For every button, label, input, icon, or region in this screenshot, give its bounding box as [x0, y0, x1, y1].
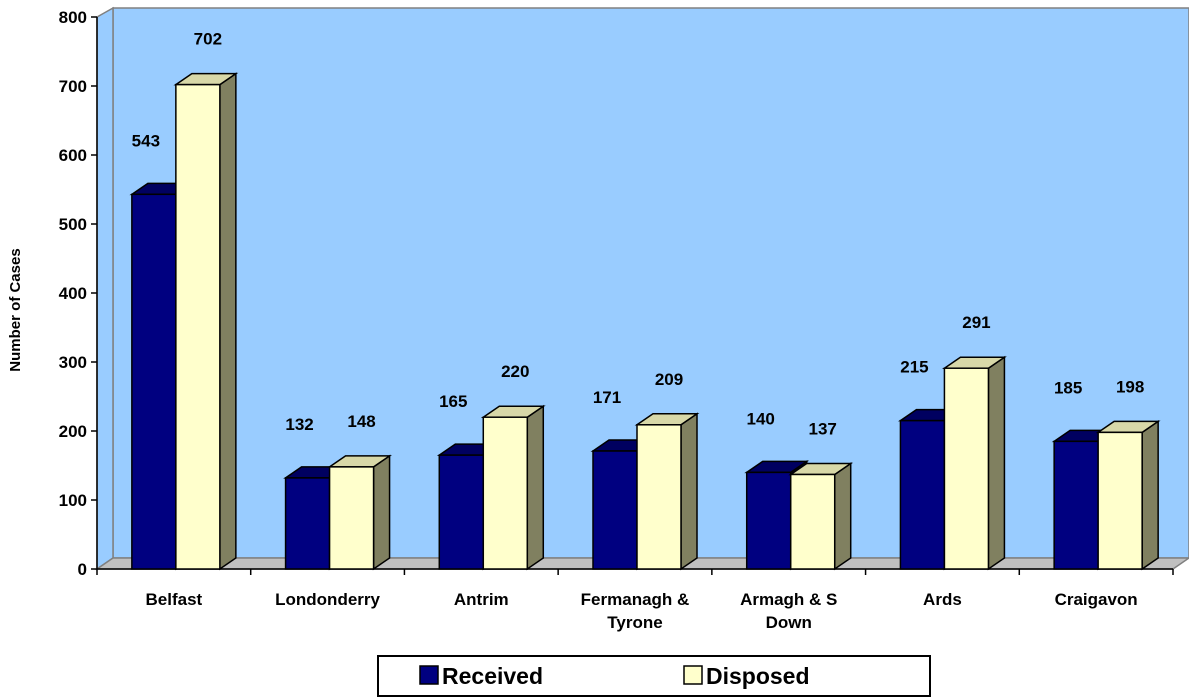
bar-front — [745, 471, 792, 570]
data-label: 209 — [655, 370, 683, 389]
y-tick-label: 600 — [59, 146, 87, 165]
x-tick-label: Londonderry — [275, 590, 380, 609]
data-label: 132 — [285, 415, 313, 434]
bar — [173, 72, 239, 571]
x-tick-label: Fermanagh & Tyrone — [581, 590, 690, 632]
data-label: 148 — [347, 412, 375, 431]
y-tick-label: 800 — [59, 8, 87, 27]
bar-side — [987, 355, 1006, 571]
data-label: 171 — [593, 388, 621, 407]
bar — [634, 412, 700, 571]
x-tick-label: Armagh & S Down — [740, 590, 837, 632]
side-wall — [96, 6, 114, 571]
bar-side — [372, 454, 391, 571]
legend: Received Disposed — [377, 655, 931, 697]
x-tick-label: Belfast — [146, 590, 203, 609]
legend-label: Disposed — [706, 663, 810, 689]
data-label: 137 — [809, 419, 837, 438]
y-tick-label: 100 — [59, 491, 87, 510]
bar-front — [899, 419, 946, 570]
y-tick-label: 300 — [59, 353, 87, 372]
legend-swatch — [419, 665, 439, 685]
axes: 0 100 200 300 400 500 600 700 800 Belfast Londonde… — [59, 8, 1174, 632]
y-tick-label: 700 — [59, 77, 87, 96]
data-label: 702 — [194, 30, 222, 49]
bar-side — [833, 462, 852, 571]
bars — [129, 72, 1161, 571]
legend-swatch — [683, 665, 703, 685]
x-tick-label: Ards — [923, 590, 962, 609]
data-labels: 543 702 132 148 165 220 171 209 140 137 215 291 185 1… — [132, 30, 1145, 439]
x-tick-label: Antrim — [454, 590, 509, 609]
y-axis-label: Number of Cases — [7, 248, 24, 371]
bar-front — [1097, 431, 1143, 570]
y-tick-label: 0 — [78, 560, 87, 579]
bar — [942, 355, 1007, 571]
bar-side — [219, 72, 237, 571]
bar-front — [328, 466, 375, 570]
bar-side — [680, 412, 698, 571]
bar — [480, 404, 546, 571]
data-label: 543 — [132, 131, 160, 150]
bar-front — [943, 367, 990, 570]
data-label: 140 — [747, 409, 775, 428]
data-label: 198 — [1116, 377, 1144, 396]
bar — [788, 462, 854, 571]
data-label: 291 — [962, 313, 990, 332]
bar-front — [175, 83, 221, 570]
bar-front — [482, 416, 529, 570]
bar-front — [438, 454, 485, 570]
y-tick-label: 400 — [59, 284, 87, 303]
y-tick-label: 200 — [59, 422, 87, 441]
bar-front — [636, 424, 682, 570]
bar-side — [1141, 419, 1159, 571]
data-label: 185 — [1054, 378, 1082, 397]
bar-front — [284, 477, 331, 570]
legend-label: Received — [442, 663, 543, 689]
data-label: 165 — [439, 392, 467, 411]
bar-front — [131, 193, 177, 570]
x-tick-label: Craigavon — [1055, 590, 1138, 609]
bar-front — [592, 450, 638, 570]
data-label: 220 — [501, 362, 529, 381]
bar-side — [526, 404, 545, 571]
data-label: 215 — [900, 358, 928, 377]
bar — [327, 454, 392, 571]
legend-box — [377, 655, 931, 697]
y-tick-label: 500 — [59, 215, 87, 234]
bar-front — [1053, 440, 1099, 570]
bar — [1095, 419, 1161, 571]
bar-front — [789, 473, 836, 570]
